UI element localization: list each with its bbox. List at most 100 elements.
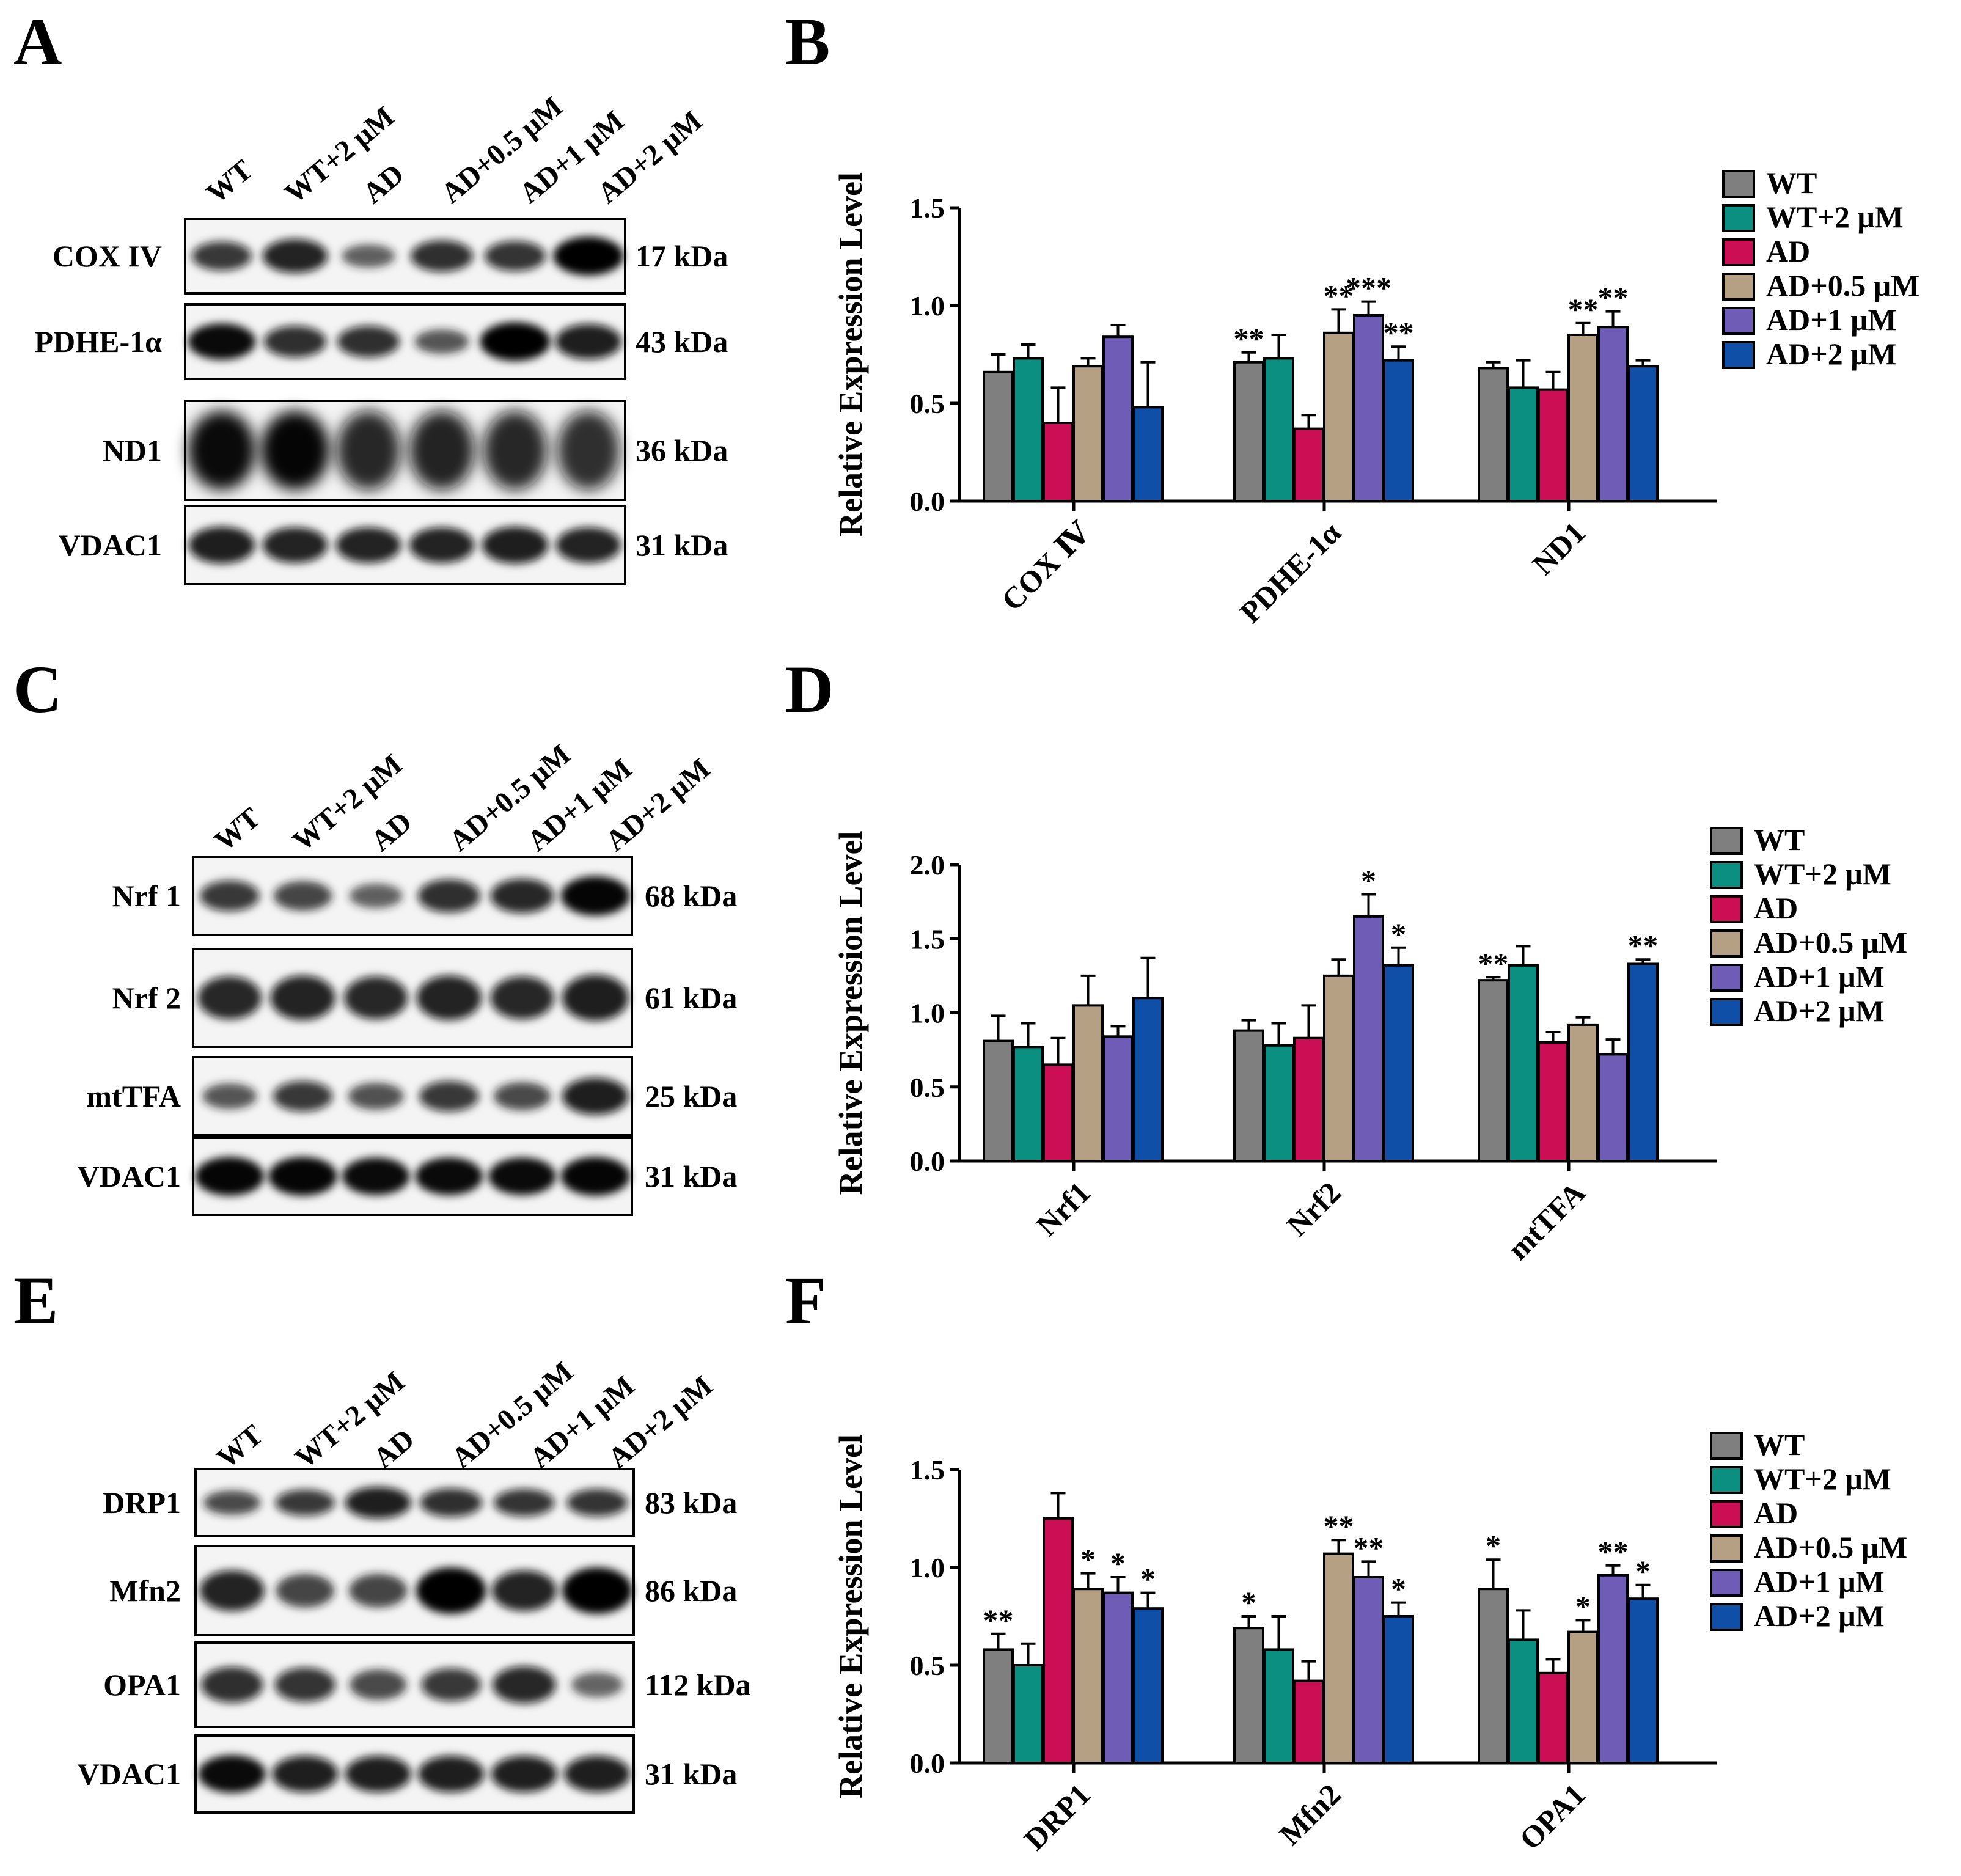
- bar: [1478, 367, 1509, 503]
- kda-label: 36 kDa: [636, 433, 728, 467]
- blot-band: [410, 240, 474, 272]
- legend-swatch: [1722, 307, 1755, 335]
- bar: [1233, 1029, 1264, 1162]
- blot-row-mttfa: mtTFA 25 kDa: [86, 1056, 737, 1137]
- legend-swatch: [1710, 895, 1743, 923]
- blot-band: [491, 1756, 557, 1792]
- y-axis-title: Relative Expression Level: [832, 172, 869, 537]
- bar: [1323, 974, 1354, 1162]
- blot-band: [553, 236, 624, 276]
- bar: [1567, 1630, 1599, 1765]
- chart-panel-D: D 0.0 0.5 1.0 1.5 2.0 Relative Expression Leve…: [785, 652, 1907, 1266]
- blot-band: [270, 975, 335, 1020]
- bar: [1538, 388, 1569, 502]
- legend-swatch: [1710, 964, 1743, 992]
- significance-marker: **: [1478, 946, 1509, 980]
- blot-band: [414, 329, 469, 354]
- bar: [1013, 357, 1044, 503]
- legend-label: WT+2 μM: [1766, 200, 1904, 234]
- blot-band: [562, 1567, 632, 1614]
- category-label: COX Ⅳ: [995, 515, 1098, 617]
- bar: [1383, 964, 1414, 1163]
- protein-label: mtTFA: [86, 1079, 181, 1113]
- blot-band: [557, 411, 620, 490]
- blot-band: [188, 411, 256, 490]
- legend-swatch: [1710, 1603, 1743, 1631]
- blot-band: [268, 1157, 337, 1196]
- category-label: mtTFA: [1501, 1175, 1592, 1266]
- legend-label: WT+2 μM: [1754, 857, 1891, 891]
- bar: [1567, 1023, 1599, 1163]
- legend-swatch: [1710, 1432, 1743, 1460]
- lane-label: WT: [200, 153, 258, 210]
- blot-band: [349, 884, 403, 908]
- panel-letter-F: F: [785, 1263, 826, 1338]
- legend-label: AD+1 μM: [1766, 302, 1897, 337]
- bar: [1102, 1591, 1134, 1765]
- blot-band: [484, 241, 546, 271]
- y-tick-label: 0.0: [910, 486, 945, 517]
- blot-band: [491, 1570, 557, 1611]
- legend-swatch: [1722, 204, 1755, 232]
- blot-row-nd1: ND1 36 kDa: [103, 400, 728, 501]
- significance-marker: **: [1598, 1534, 1629, 1569]
- bar: [1013, 1664, 1044, 1764]
- category-label: OPA1: [1512, 1777, 1591, 1856]
- blot-band: [415, 1157, 483, 1195]
- blot-band: [492, 1666, 556, 1704]
- blot-band: [555, 527, 621, 563]
- bar: [1383, 359, 1414, 502]
- legend-label: WT+2 μM: [1754, 1462, 1891, 1496]
- blot-band: [203, 1490, 261, 1515]
- significance-marker: **: [983, 1603, 1014, 1637]
- significance-marker: *: [1575, 1589, 1591, 1623]
- bar: [1013, 1046, 1044, 1163]
- blot-band: [273, 881, 332, 911]
- bar: [1132, 997, 1164, 1162]
- blot-band: [420, 1488, 483, 1517]
- bar: [1263, 357, 1294, 503]
- bar: [1263, 1648, 1294, 1764]
- blot-band: [344, 976, 408, 1020]
- blot-band: [564, 1756, 631, 1792]
- blot-band: [560, 1157, 630, 1196]
- lane-label: AD: [365, 805, 418, 857]
- significance-marker: *: [1391, 1572, 1406, 1606]
- y-tick-label: 0.5: [910, 1072, 945, 1103]
- panel-letter-A: A: [13, 4, 62, 79]
- blot-band: [480, 322, 551, 361]
- y-axis-title: Relative Expression Level: [832, 1434, 869, 1798]
- blot-row-vdac1: VDAC1 31 kDa: [59, 505, 728, 585]
- bar: [1538, 1671, 1569, 1765]
- legend-swatch: [1710, 929, 1743, 958]
- blot-band: [198, 1755, 266, 1793]
- y-tick-label: 2.0: [910, 849, 945, 881]
- blot-band: [335, 527, 401, 563]
- legend-swatch: [1710, 827, 1743, 855]
- blot-frame: [184, 505, 626, 585]
- blot-band: [262, 239, 328, 273]
- blot-frame: [192, 1056, 633, 1137]
- bar: [1233, 1627, 1264, 1764]
- blot-band: [493, 1082, 551, 1111]
- category-label: Mfn2: [1273, 1777, 1347, 1852]
- bar: [1597, 1574, 1629, 1765]
- legend-label: AD+0.5 μM: [1754, 925, 1907, 959]
- y-tick-label: 1.5: [910, 923, 945, 954]
- bar: [1508, 1638, 1539, 1764]
- significance-marker: ***: [1346, 271, 1391, 305]
- bar: [1567, 334, 1599, 502]
- blot-band: [345, 1487, 411, 1519]
- bar: [1627, 365, 1659, 503]
- bar: [1293, 1679, 1324, 1765]
- bar: [1043, 1517, 1074, 1764]
- bar: [1102, 1035, 1134, 1163]
- blot-band: [418, 1756, 485, 1792]
- bar: [1353, 1576, 1384, 1764]
- protein-label: VDAC1: [78, 1159, 181, 1193]
- blot-band: [482, 526, 549, 564]
